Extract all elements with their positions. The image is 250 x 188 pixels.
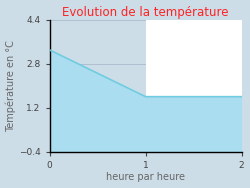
- Title: Evolution de la température: Evolution de la température: [62, 6, 229, 19]
- Y-axis label: Température en °C: Température en °C: [6, 40, 16, 132]
- X-axis label: heure par heure: heure par heure: [106, 172, 185, 182]
